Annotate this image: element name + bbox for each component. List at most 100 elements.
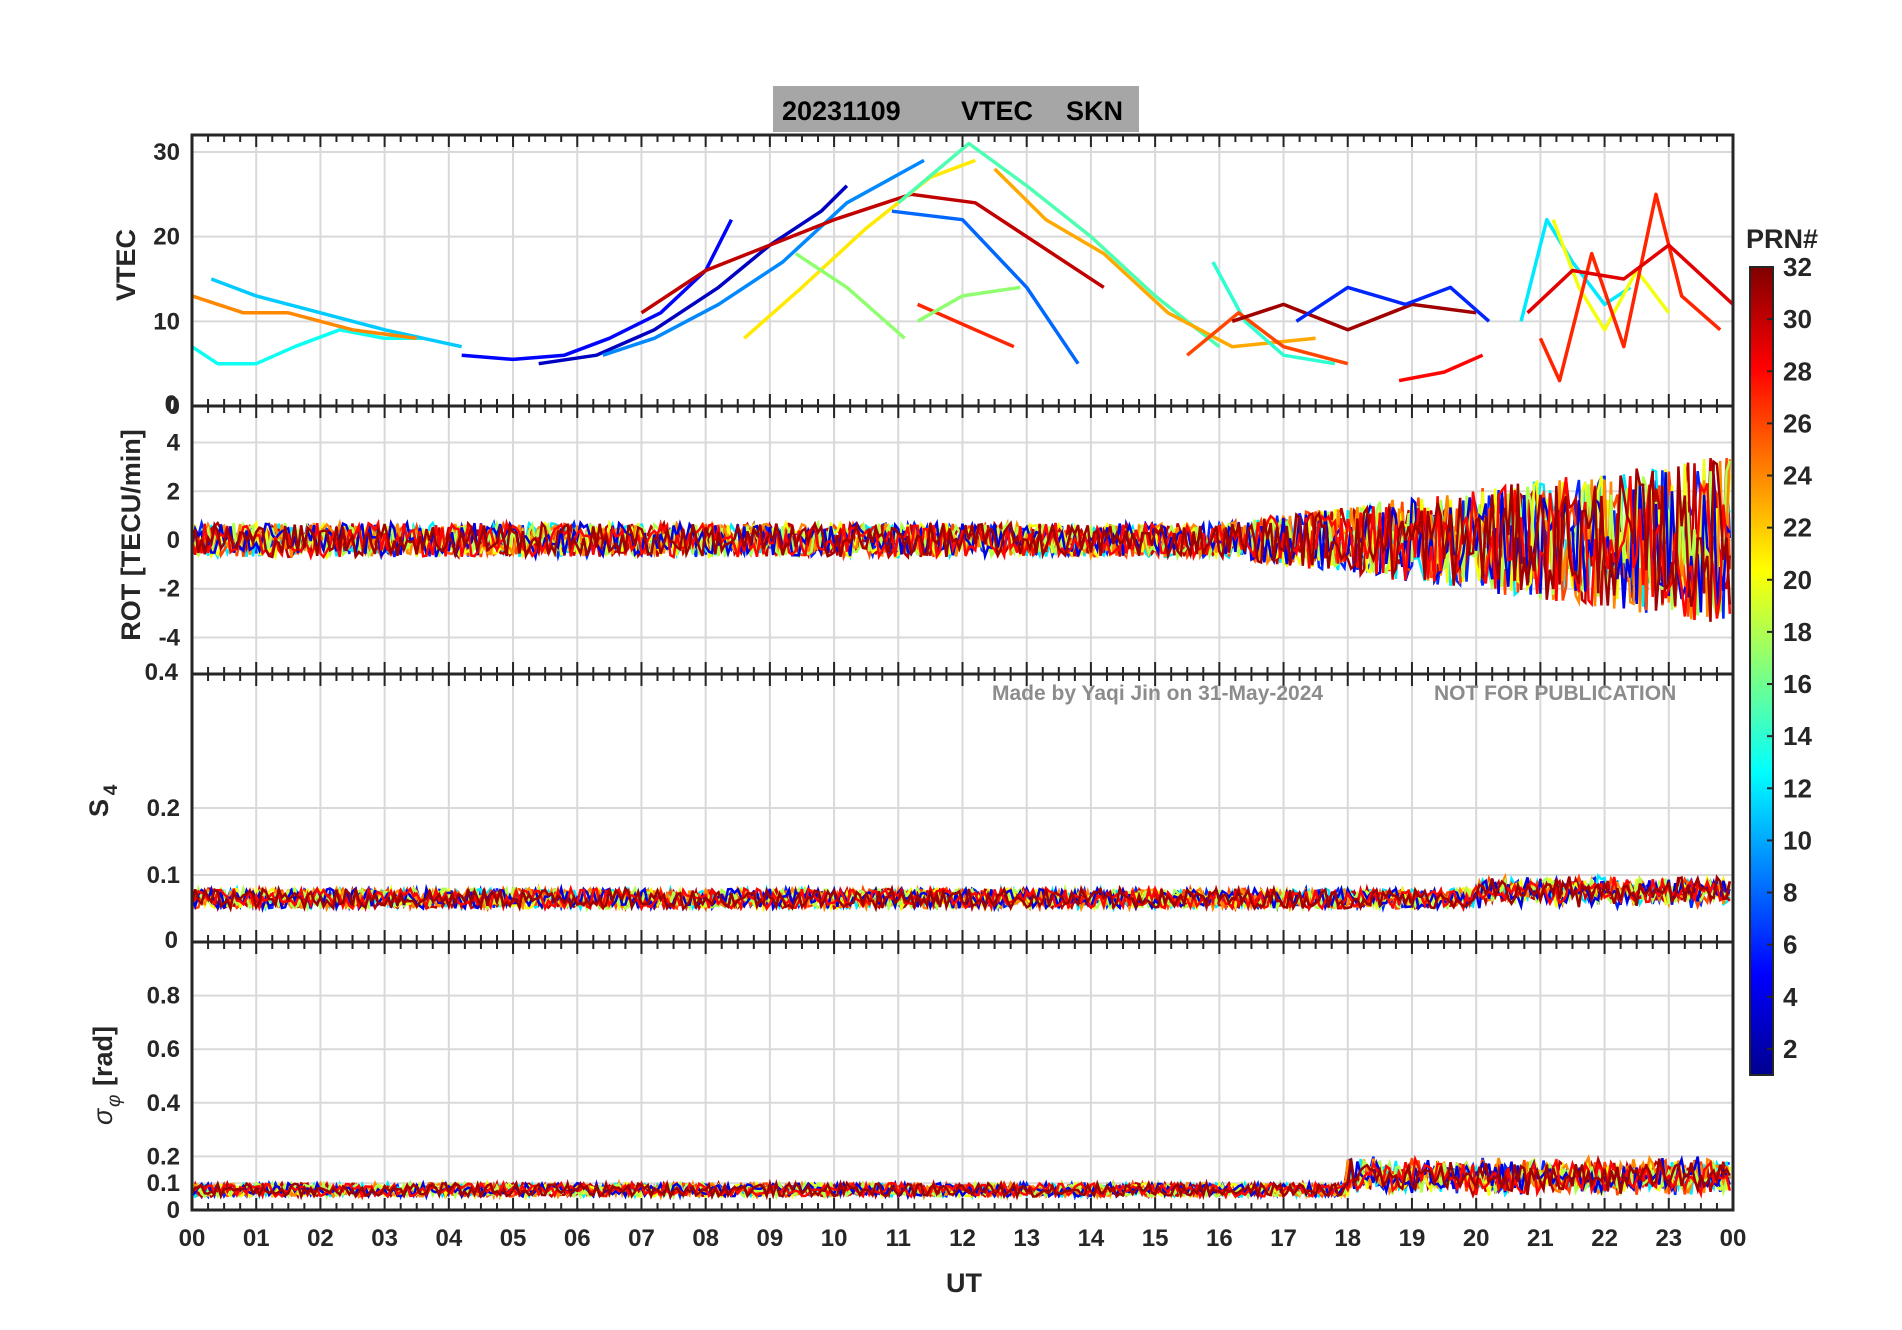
chart-title: 20231109 VTEC SKN xyxy=(773,86,1139,132)
vtec-trace-prn-23 xyxy=(993,167,1316,349)
panel-rot: -4 -2 0 2 4 xyxy=(159,404,1735,676)
vtec-trace-prn-15 xyxy=(897,141,1221,349)
x-tick-label: 05 xyxy=(500,1225,527,1252)
x-tick-label: 20 xyxy=(1463,1225,1490,1252)
panel-sigma_phi: 00.10.2 0.4 0.6 0.8 xyxy=(147,940,1735,1224)
vtec-trace-prn-26 xyxy=(1186,311,1349,366)
colorbar-tick-label: 16 xyxy=(1783,669,1812,699)
s4-traces xyxy=(192,872,1732,914)
title-date: 20231109 xyxy=(782,96,901,126)
vtec-trace-prn-6 xyxy=(1295,285,1491,323)
rot-ytick-label: 4 xyxy=(167,430,181,457)
watermark-notice: NOT FOR PUBLICATION xyxy=(1434,682,1676,705)
x-tick-label: 02 xyxy=(307,1225,334,1252)
x-tick-label: 10 xyxy=(821,1225,848,1252)
rot-ytick-label: -2 xyxy=(159,576,180,603)
vtec-trace-prn-9 xyxy=(602,158,925,357)
sigma_phi-ytick-label: 0.6 xyxy=(147,1036,180,1063)
vtec-trace-prn-27 xyxy=(916,302,1015,349)
vtec-ytick-label: 30 xyxy=(153,139,180,166)
x-tick-label: 07 xyxy=(628,1225,655,1252)
vtec-trace-prn-30 xyxy=(640,192,1105,315)
vtec-trace-prn-27 xyxy=(1538,192,1722,383)
vtec-ytick-label: 10 xyxy=(153,308,180,335)
x-tick-label: 08 xyxy=(692,1225,719,1252)
rot-traces xyxy=(192,457,1732,622)
vtec-trace-prn-14 xyxy=(1211,261,1336,366)
sigma-ylabel-unit: [rad] xyxy=(88,1026,118,1086)
colorbar-tick-label: 4 xyxy=(1783,982,1798,1012)
x-tick-label: 11 xyxy=(886,1225,911,1252)
x-tick-label: 06 xyxy=(564,1225,591,1252)
watermark-author: Made by Yaqi Jin on 31-May-2024 xyxy=(992,682,1323,705)
colorbar-tick-label: 8 xyxy=(1783,878,1797,908)
edge-label-s4-top: 0.4 xyxy=(145,659,179,686)
x-axis-label: UT xyxy=(946,1268,982,1298)
x-tick-label: 17 xyxy=(1270,1225,1297,1252)
x-tick-label: 04 xyxy=(435,1225,462,1252)
rot-ytick-label: 0 xyxy=(167,527,180,554)
vtec-traces xyxy=(192,141,1733,383)
rot-ylabel: ROT [TECU/min] xyxy=(116,429,146,640)
s4-ylabel-sub: 4 xyxy=(101,784,122,795)
colorbar-tick-label: 2 xyxy=(1783,1034,1797,1064)
s4-trace-prn-31 xyxy=(192,874,1732,913)
vtec-trace-prn-24 xyxy=(192,294,417,341)
x-tick-label: 23 xyxy=(1655,1225,1682,1252)
x-tick-label: 13 xyxy=(1013,1225,1040,1252)
sigma-ylabel: σ φ [rad] xyxy=(88,1026,125,1125)
s4-ylabel-main: S xyxy=(84,799,114,817)
vtec-trace-prn-31 xyxy=(1231,302,1477,332)
x-tick-label: 16 xyxy=(1206,1225,1233,1252)
x-tick-label: 18 xyxy=(1334,1225,1361,1252)
panel-vtec: 0 10 20 30 xyxy=(153,133,1735,420)
vtec-trace-prn-13 xyxy=(192,328,424,366)
x-tick-label: 03 xyxy=(371,1225,398,1252)
colorbar-tick-label: 22 xyxy=(1783,513,1812,543)
colorbar-tick-label: 10 xyxy=(1783,825,1812,855)
vtec-trace-prn-28 xyxy=(1398,353,1484,383)
vtec-trace-prn-29 xyxy=(1526,243,1733,315)
sigma-ylabel-phi: φ xyxy=(104,1095,125,1107)
vtec-trace-prn-20 xyxy=(1551,219,1671,332)
colorbar-tick-label: 14 xyxy=(1783,721,1812,751)
sigma_phi-ytick-label: 0.8 xyxy=(147,983,180,1010)
edge-label-rot-top: 0 xyxy=(165,391,178,418)
s4-ylabel: S 4 xyxy=(84,784,122,817)
title-quantity: VTEC xyxy=(961,96,1033,126)
colorbar-tick-label: 12 xyxy=(1783,773,1812,803)
vtec-trace-prn-17 xyxy=(916,285,1021,323)
colorbar-tick-label: 18 xyxy=(1783,617,1812,647)
vtec-ytick-label: 0 xyxy=(167,393,180,420)
sigma-ylabel-sigma: σ xyxy=(88,1107,118,1125)
s4-ytick-label: 0.2 xyxy=(147,795,180,822)
sigma_phi-ytick-label: 0 xyxy=(167,1197,180,1224)
colorbar-tick-label: 28 xyxy=(1783,356,1812,386)
x-tick-label: 22 xyxy=(1591,1225,1618,1252)
vtec-trace-prn-21 xyxy=(743,158,976,340)
s4-ytick-label: 0.1 xyxy=(147,862,180,889)
x-tick-label: 09 xyxy=(757,1225,784,1252)
x-tick-label: 00 xyxy=(179,1225,206,1252)
rot-ytick-label: 2 xyxy=(167,478,180,505)
title-station: SKN xyxy=(1066,96,1123,126)
title-background xyxy=(773,86,1139,132)
sigma_phi-traces xyxy=(192,1154,1732,1202)
vtec-ytick-label: 20 xyxy=(153,224,180,251)
sigma_phi-ytick-label: 0.4 xyxy=(147,1090,181,1117)
vtec-trace-prn-8 xyxy=(891,209,1080,365)
colorbar-label: PRN# xyxy=(1746,224,1818,254)
x-tick-label: 12 xyxy=(949,1225,976,1252)
vtec-ylabel: VTEC xyxy=(111,229,141,301)
sigma_phi-ytick-label: 0.2 xyxy=(147,1143,180,1170)
vtec-trace-prn-11 xyxy=(210,277,463,349)
x-tick-label: 01 xyxy=(243,1225,270,1252)
vtec-trace-prn-3 xyxy=(538,184,849,366)
rot-trace-prn-31 xyxy=(192,459,1732,622)
sigma_phi-ytick-label: 0.1 xyxy=(147,1170,180,1197)
colorbar-tick-label: 6 xyxy=(1783,930,1797,960)
